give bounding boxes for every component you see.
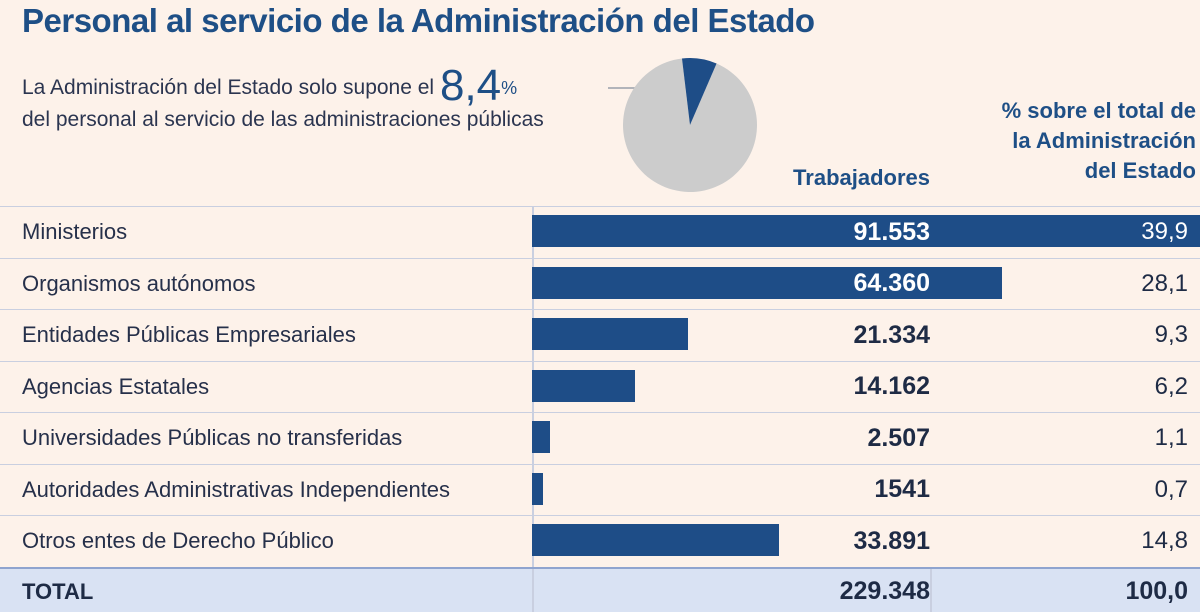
table-row: Ministerios 91.553 39,9	[0, 206, 1200, 258]
percent-label: 14,8	[1141, 527, 1188, 555]
intro-text-before: La Administración del Estado solo supone…	[22, 76, 440, 99]
total-label: TOTAL	[22, 578, 94, 604]
total-row: TOTAL 229.348 100,0	[0, 566, 1200, 612]
table-row: Agencias Estatales 14.162 6,2	[0, 360, 1200, 412]
column-header-percent-line2: la Administración	[1012, 128, 1196, 153]
pie-slice-estado	[681, 58, 717, 125]
value-label: 14.162	[853, 372, 930, 401]
column-header-percent: % sobre el total de la Administración de…	[936, 96, 1196, 186]
chart-title: Personal al servicio de la Administració…	[22, 2, 815, 39]
column-header-trabajadores: Trabajadores	[793, 165, 930, 190]
bar	[532, 318, 688, 350]
total-trabajadores: 229.348	[839, 576, 930, 605]
row-label: Otros entes de Derecho Público	[22, 528, 334, 554]
value-label: 64.360	[853, 269, 930, 298]
data-table: Ministerios 91.553 39,9 Organismos autónomo…	[0, 206, 1200, 612]
value-label: 91.553	[853, 217, 930, 246]
percent-label: 39,9	[1141, 218, 1188, 246]
row-label: Universidades Públicas no transferidas	[22, 425, 403, 451]
column-header-percent-line1: % sobre el total de	[1001, 98, 1196, 123]
row-label: Organismos autónomos	[22, 270, 256, 296]
column-divider	[532, 568, 534, 612]
value-label: 21.334	[853, 320, 930, 349]
percent-label: 1,1	[1154, 424, 1188, 452]
intro-highlight-unit: %	[501, 78, 518, 98]
column-header-percent-line3: del Estado	[1084, 158, 1196, 183]
column-divider	[930, 568, 932, 612]
pie-chart	[608, 58, 757, 193]
row-label: Ministerios	[22, 219, 128, 245]
intro-text: La Administración del Estado solo supone…	[22, 64, 582, 135]
table-rows: Ministerios 91.553 39,9 Organismos autónomo…	[0, 206, 1200, 567]
bar	[532, 472, 544, 505]
row-label: Agencias Estatales	[22, 373, 210, 399]
table-row: Organismos autónomos 64.360 28,1	[0, 257, 1200, 309]
table-row: Autoridades Administrativas Independient…	[0, 463, 1200, 515]
table-row: Otros entes de Derecho Público 33.891 14,8	[0, 515, 1200, 567]
pie-slice-resto	[623, 58, 757, 193]
pie-slices	[623, 58, 757, 193]
bar	[532, 524, 780, 556]
value-label: 1541	[874, 475, 930, 504]
value-label: 2.507	[867, 423, 930, 452]
intro-highlight-value: 8,4	[439, 61, 502, 110]
intro-text-after: del personal al servicio de las administ…	[22, 108, 544, 131]
percent-label: 0,7	[1154, 475, 1188, 503]
bar	[532, 369, 636, 402]
value-label: 33.891	[853, 526, 930, 555]
table-row: Entidades Públicas Empresariales 21.334 9,…	[0, 309, 1200, 361]
row-label: Entidades Públicas Empresariales	[22, 322, 356, 348]
percent-label: 6,2	[1154, 372, 1188, 400]
bar	[532, 266, 1002, 299]
table-row: Universidades Públicas no transferidas 2.…	[0, 412, 1200, 464]
bar	[532, 215, 1200, 247]
percent-label: 9,3	[1154, 321, 1188, 349]
bar	[532, 421, 551, 453]
percent-label: 28,1	[1141, 269, 1188, 297]
row-label: Autoridades Administrativas Independient…	[22, 476, 451, 502]
total-percent: 100,0	[1125, 576, 1188, 605]
